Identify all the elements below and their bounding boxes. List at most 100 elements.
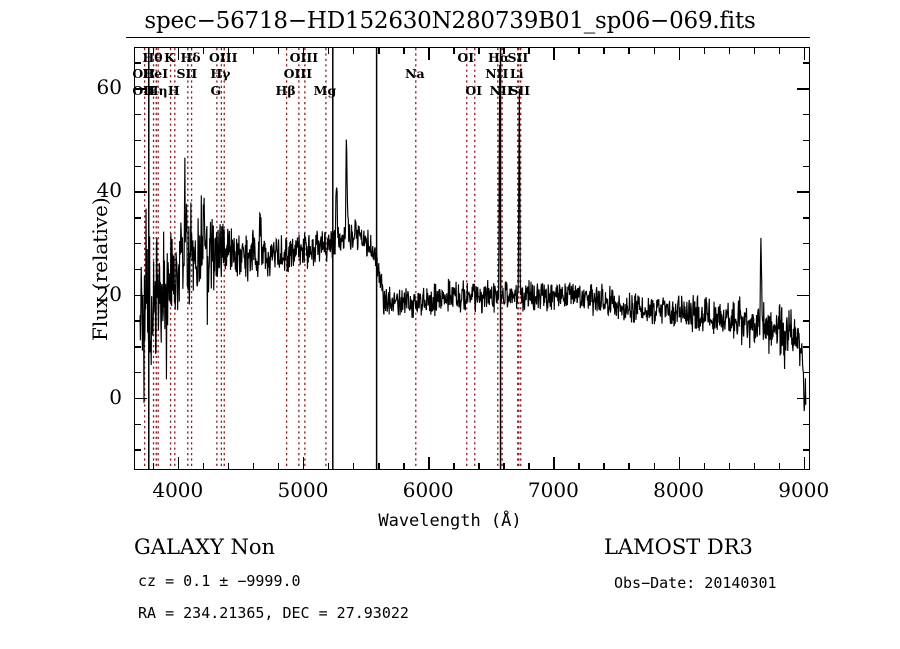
y-minor-tick: [134, 371, 141, 374]
x-minor-tick-top: [753, 47, 756, 54]
x-tick-label: 5000: [277, 478, 329, 502]
line-label-SII: SII: [507, 50, 529, 65]
redshift-value: cz = 0.1 ± −9999.0: [138, 572, 301, 590]
x-minor-tick: [277, 463, 280, 470]
y-minor-tick: [134, 449, 141, 451]
x-minor-tick-top: [503, 47, 505, 54]
y-tick-label: 40: [96, 178, 122, 203]
y-minor-tick: [134, 423, 141, 425]
line-label-SII: SII: [176, 66, 198, 81]
x-minor-tick: [503, 463, 505, 470]
y-minor-tick-right: [803, 217, 810, 219]
line-label-OI: OI: [457, 50, 475, 65]
y-minor-tick-right: [803, 243, 810, 245]
y-minor-tick: [134, 217, 141, 219]
x-major-tick: [803, 457, 806, 470]
y-minor-tick-right: [803, 346, 810, 348]
x-minor-tick: [703, 463, 705, 470]
x-major-tick: [177, 457, 180, 470]
x-minor-tick: [778, 463, 781, 470]
x-tick-label: 9000: [778, 478, 830, 502]
x-major-tick: [303, 457, 305, 470]
y-minor-tick: [134, 243, 141, 245]
y-minor-tick: [134, 268, 141, 271]
y-minor-tick: [134, 114, 141, 116]
line-label-OI: OI: [465, 83, 483, 98]
line-label-OII: OII: [132, 83, 155, 98]
x-minor-tick-top: [728, 47, 731, 54]
x-minor-tick-top: [703, 47, 705, 54]
x-minor-tick-top: [227, 47, 230, 54]
y-minor-tick: [134, 346, 141, 348]
x-minor-tick: [628, 463, 630, 470]
y-major-tick-right: [797, 397, 810, 400]
object-class: GALAXY Non: [134, 535, 276, 559]
x-major-tick-top: [553, 47, 555, 60]
y-major-tick: [134, 191, 147, 193]
line-label-OII: OII: [132, 66, 155, 81]
title-underline: [126, 37, 810, 38]
y-major-tick: [134, 397, 147, 400]
y-minor-tick: [134, 139, 141, 142]
line-label-H: Hη: [146, 83, 168, 98]
y-major-tick: [134, 294, 147, 296]
y-minor-tick: [134, 62, 141, 64]
line-label-OIII: OIII: [289, 50, 319, 65]
obs-date: Obs−Date: 20140301: [614, 574, 777, 592]
x-minor-tick: [653, 463, 655, 470]
x-minor-tick: [403, 463, 405, 470]
x-minor-tick: [528, 463, 530, 470]
plot-area: [135, 48, 809, 469]
line-label-OIII: OIII: [283, 66, 313, 81]
x-tick-label: 8000: [653, 478, 704, 502]
spectrum-trace: [139, 64, 807, 412]
x-minor-tick: [202, 463, 205, 470]
x-tick-label: 6000: [402, 478, 454, 502]
y-axis-label: Flux (relative): [88, 196, 112, 341]
y-major-tick-right: [797, 88, 810, 90]
plot-frame: [134, 47, 810, 470]
x-major-tick-top: [678, 47, 680, 60]
line-label-K: K: [164, 50, 175, 65]
x-axis-label: Wavelength (Å): [378, 511, 522, 531]
line-label-H: Hδ: [180, 50, 201, 65]
y-minor-tick-right: [803, 114, 810, 116]
x-minor-tick-top: [328, 47, 330, 54]
x-tick-label: 7000: [527, 478, 579, 502]
line-label-Mg: Mg: [313, 83, 337, 98]
spectrum-canvas: [139, 48, 807, 469]
line-label-G: G: [210, 83, 222, 98]
x-minor-tick: [252, 463, 255, 470]
line-label-Li: Li: [509, 66, 524, 81]
x-minor-tick-top: [353, 47, 355, 54]
x-minor-tick-top: [778, 47, 781, 54]
line-label-OIII: OIII: [209, 50, 238, 65]
y-minor-tick-right: [803, 165, 810, 168]
x-major-tick: [428, 457, 430, 470]
y-minor-tick-right: [803, 371, 810, 374]
x-minor-tick: [603, 463, 605, 470]
x-minor-tick-top: [578, 47, 580, 54]
line-label-H: Hα: [487, 50, 510, 65]
y-minor-tick: [134, 320, 141, 322]
x-minor-tick: [478, 463, 480, 470]
x-minor-tick: [227, 463, 230, 470]
x-major-tick-top: [177, 47, 180, 60]
x-major-tick-top: [303, 47, 305, 60]
x-tick-label: 4000: [152, 478, 204, 502]
y-tick-label: 60: [96, 75, 122, 100]
y-minor-tick-right: [803, 423, 810, 425]
y-minor-tick-right: [803, 320, 810, 322]
y-minor-tick-right: [803, 449, 810, 451]
x-minor-tick-top: [528, 47, 530, 54]
y-tick-label: 0: [109, 384, 122, 409]
line-label-Na: Na: [405, 66, 425, 81]
line-label-H: H: [167, 83, 180, 98]
x-minor-tick: [578, 463, 580, 470]
line-label-H: Hγ: [210, 66, 231, 81]
x-minor-tick-top: [628, 47, 630, 54]
x-minor-tick-top: [152, 47, 155, 54]
y-minor-tick-right: [803, 139, 810, 142]
line-label-H: Hθ: [142, 50, 163, 65]
